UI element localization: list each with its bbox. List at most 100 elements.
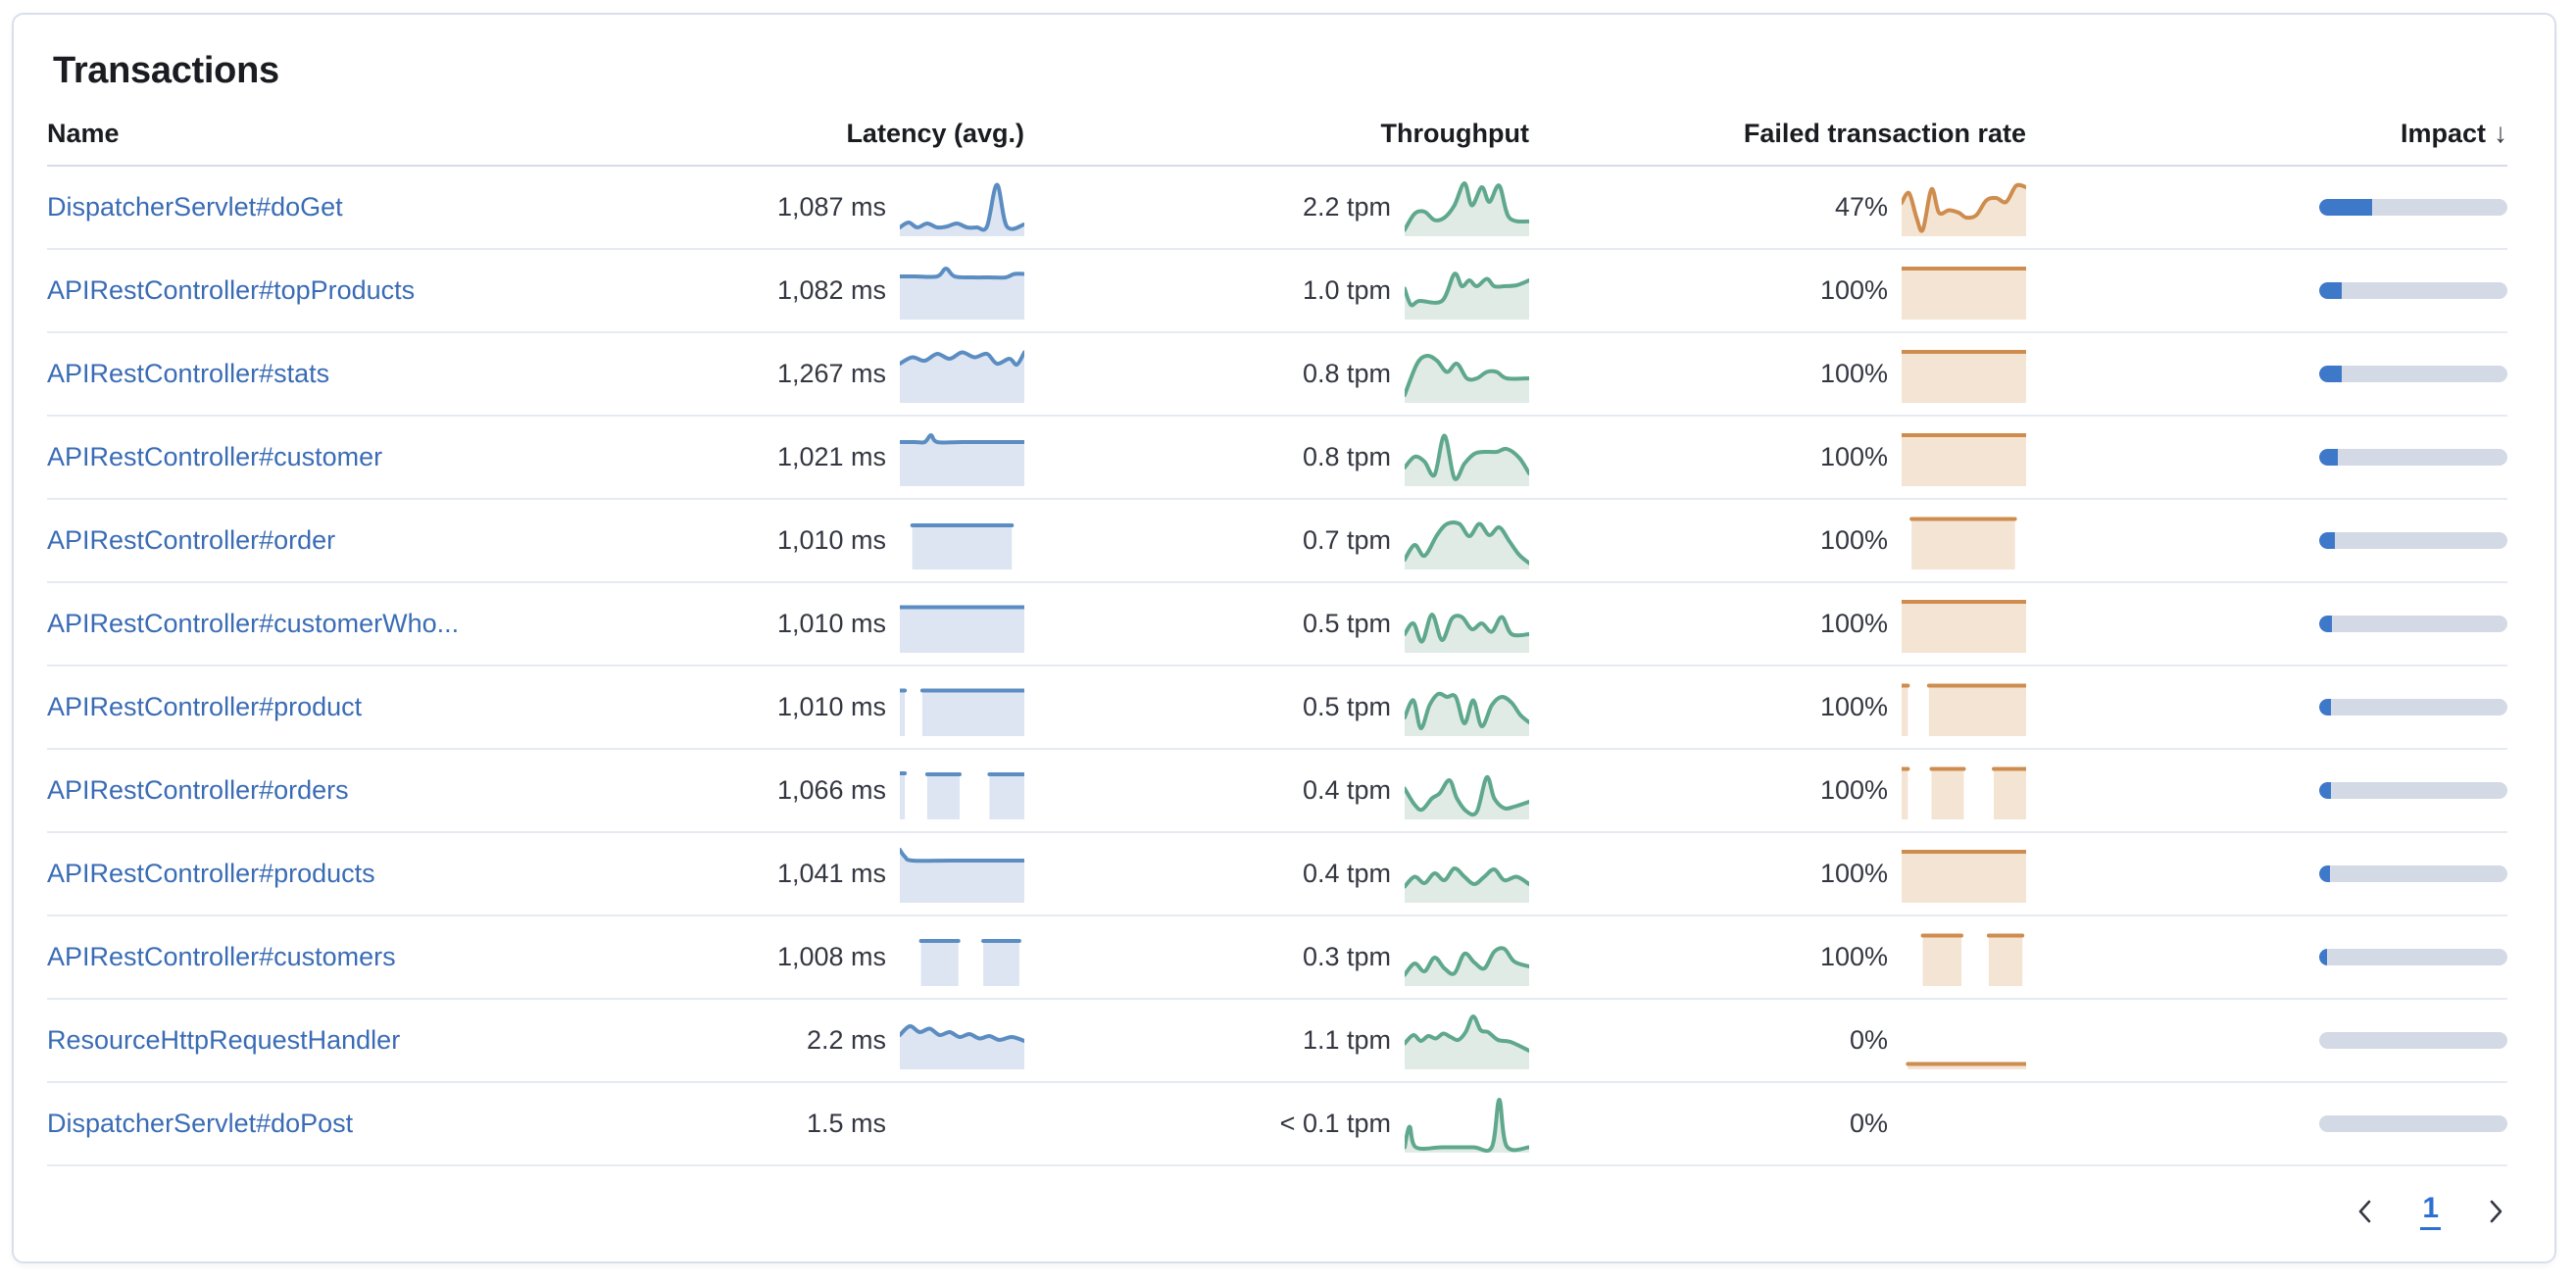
failed-rate-value: 0% (1849, 1109, 1888, 1138)
page-number-current[interactable]: 1 (2420, 1192, 2441, 1230)
throughput-sparkline (1405, 346, 1529, 403)
next-page-button[interactable] (2484, 1196, 2507, 1227)
failed-rate-value: 47% (1834, 192, 1888, 222)
failed-rate-sparkline (1902, 429, 2026, 486)
impact-cell (2026, 1032, 2507, 1049)
transaction-link[interactable]: APIRestController#topProducts (47, 275, 416, 305)
table-row: DispatcherServlet#doPost 1.5 ms < 0.1 tp… (47, 1083, 2507, 1166)
impact-bar-fill (2319, 949, 2327, 965)
chevron-left-icon (2359, 1200, 2371, 1222)
throughput-value: 0.4 tpm (1302, 775, 1391, 805)
latency-sparkline (900, 763, 1024, 819)
transaction-link[interactable]: APIRestController#customer (47, 442, 383, 471)
table-row: APIRestController#stats 1,267 ms 0.8 tpm… (47, 333, 2507, 417)
latency-value: 1,041 ms (776, 859, 886, 888)
impact-cell (2026, 616, 2507, 632)
throughput-cell: 1.1 tpm (1024, 1012, 1529, 1069)
latency-cell: 1,021 ms (632, 429, 1024, 486)
failed-rate-cell: 100% (1529, 596, 2026, 653)
failed-rate-sparkline (1902, 513, 2026, 569)
latency-value: 1,267 ms (776, 359, 886, 388)
impact-bar (2319, 1032, 2507, 1049)
throughput-sparkline (1405, 596, 1529, 653)
impact-bar (2319, 1115, 2507, 1132)
throughput-sparkline (1405, 679, 1529, 736)
throughput-sparkline (1405, 263, 1529, 320)
column-header-failed-rate[interactable]: Failed transaction rate (1743, 118, 2026, 148)
latency-cell: 1,010 ms (632, 596, 1024, 653)
latency-value: 1,082 ms (776, 275, 886, 305)
failed-rate-sparkline (1902, 846, 2026, 903)
failed-rate-cell: 100% (1529, 679, 2026, 736)
column-header-impact[interactable]: Impact ↓ (2400, 118, 2507, 148)
name-cell: APIRestController#orders (47, 775, 632, 806)
latency-sparkline (900, 1096, 1024, 1153)
throughput-sparkline (1405, 763, 1529, 819)
name-cell: APIRestController#product (47, 692, 632, 722)
transaction-link[interactable]: ResourceHttpRequestHandler (47, 1025, 401, 1055)
impact-bar (2319, 782, 2507, 799)
chevron-right-icon (2490, 1200, 2502, 1222)
impact-cell (2026, 782, 2507, 799)
latency-cell: 1,041 ms (632, 846, 1024, 903)
failed-rate-sparkline (1902, 346, 2026, 403)
transaction-link[interactable]: APIRestController#order (47, 525, 336, 555)
failed-rate-value: 100% (1819, 859, 1888, 888)
failed-rate-sparkline (1902, 263, 2026, 320)
transaction-link[interactable]: APIRestController#products (47, 859, 375, 888)
throughput-value: 0.7 tpm (1302, 525, 1391, 555)
transaction-link[interactable]: APIRestController#stats (47, 359, 330, 388)
throughput-cell: 0.8 tpm (1024, 346, 1529, 403)
throughput-sparkline (1405, 429, 1529, 486)
name-cell: APIRestController#customer (47, 442, 632, 472)
throughput-value: 1.1 tpm (1302, 1025, 1391, 1055)
failed-rate-value: 100% (1819, 692, 1888, 721)
impact-cell (2026, 282, 2507, 299)
impact-cell (2026, 532, 2507, 549)
failed-rate-cell: 100% (1529, 429, 2026, 486)
latency-cell: 1,010 ms (632, 679, 1024, 736)
impact-bar (2319, 199, 2507, 216)
impact-cell (2026, 949, 2507, 965)
latency-value: 1,066 ms (776, 775, 886, 805)
impact-cell (2026, 199, 2507, 216)
failed-rate-value: 100% (1819, 942, 1888, 971)
throughput-cell: < 0.1 tpm (1024, 1096, 1529, 1153)
name-cell: APIRestController#stats (47, 359, 632, 389)
column-header-name[interactable]: Name (47, 118, 120, 148)
latency-value: 2.2 ms (806, 1025, 886, 1055)
impact-bar-fill (2319, 449, 2339, 466)
latency-value: 1,010 ms (776, 692, 886, 721)
latency-sparkline (900, 179, 1024, 236)
failed-rate-sparkline (1902, 929, 2026, 986)
transaction-link[interactable]: APIRestController#product (47, 692, 363, 721)
column-header-throughput[interactable]: Throughput (1380, 118, 1529, 148)
impact-bar-fill (2319, 782, 2331, 799)
impact-bar (2319, 616, 2507, 632)
sort-descending-icon: ↓ (2494, 118, 2507, 148)
name-cell: DispatcherServlet#doGet (47, 192, 632, 222)
failed-rate-cell: 0% (1529, 1012, 2026, 1069)
impact-bar-fill (2319, 865, 2330, 882)
latency-sparkline (900, 846, 1024, 903)
name-cell: APIRestController#topProducts (47, 275, 632, 306)
throughput-sparkline (1405, 1096, 1529, 1153)
throughput-cell: 0.5 tpm (1024, 679, 1529, 736)
failed-rate-value: 100% (1819, 442, 1888, 471)
transaction-link[interactable]: APIRestController#customers (47, 942, 396, 971)
transaction-link[interactable]: DispatcherServlet#doPost (47, 1109, 354, 1138)
previous-page-button[interactable] (2353, 1196, 2377, 1227)
transaction-link[interactable]: DispatcherServlet#doGet (47, 192, 343, 222)
transaction-link[interactable]: APIRestController#customerWho... (47, 609, 460, 638)
throughput-sparkline (1405, 846, 1529, 903)
throughput-sparkline (1405, 513, 1529, 569)
name-cell: APIRestController#products (47, 859, 632, 889)
column-header-latency[interactable]: Latency (avg.) (846, 118, 1024, 148)
name-cell: APIRestController#customers (47, 942, 632, 972)
table-row: APIRestController#topProducts 1,082 ms 1… (47, 250, 2507, 333)
failed-rate-value: 100% (1819, 609, 1888, 638)
latency-value: 1,010 ms (776, 609, 886, 638)
transaction-link[interactable]: APIRestController#orders (47, 775, 349, 805)
throughput-value: 1.0 tpm (1302, 275, 1391, 305)
throughput-cell: 0.8 tpm (1024, 429, 1529, 486)
